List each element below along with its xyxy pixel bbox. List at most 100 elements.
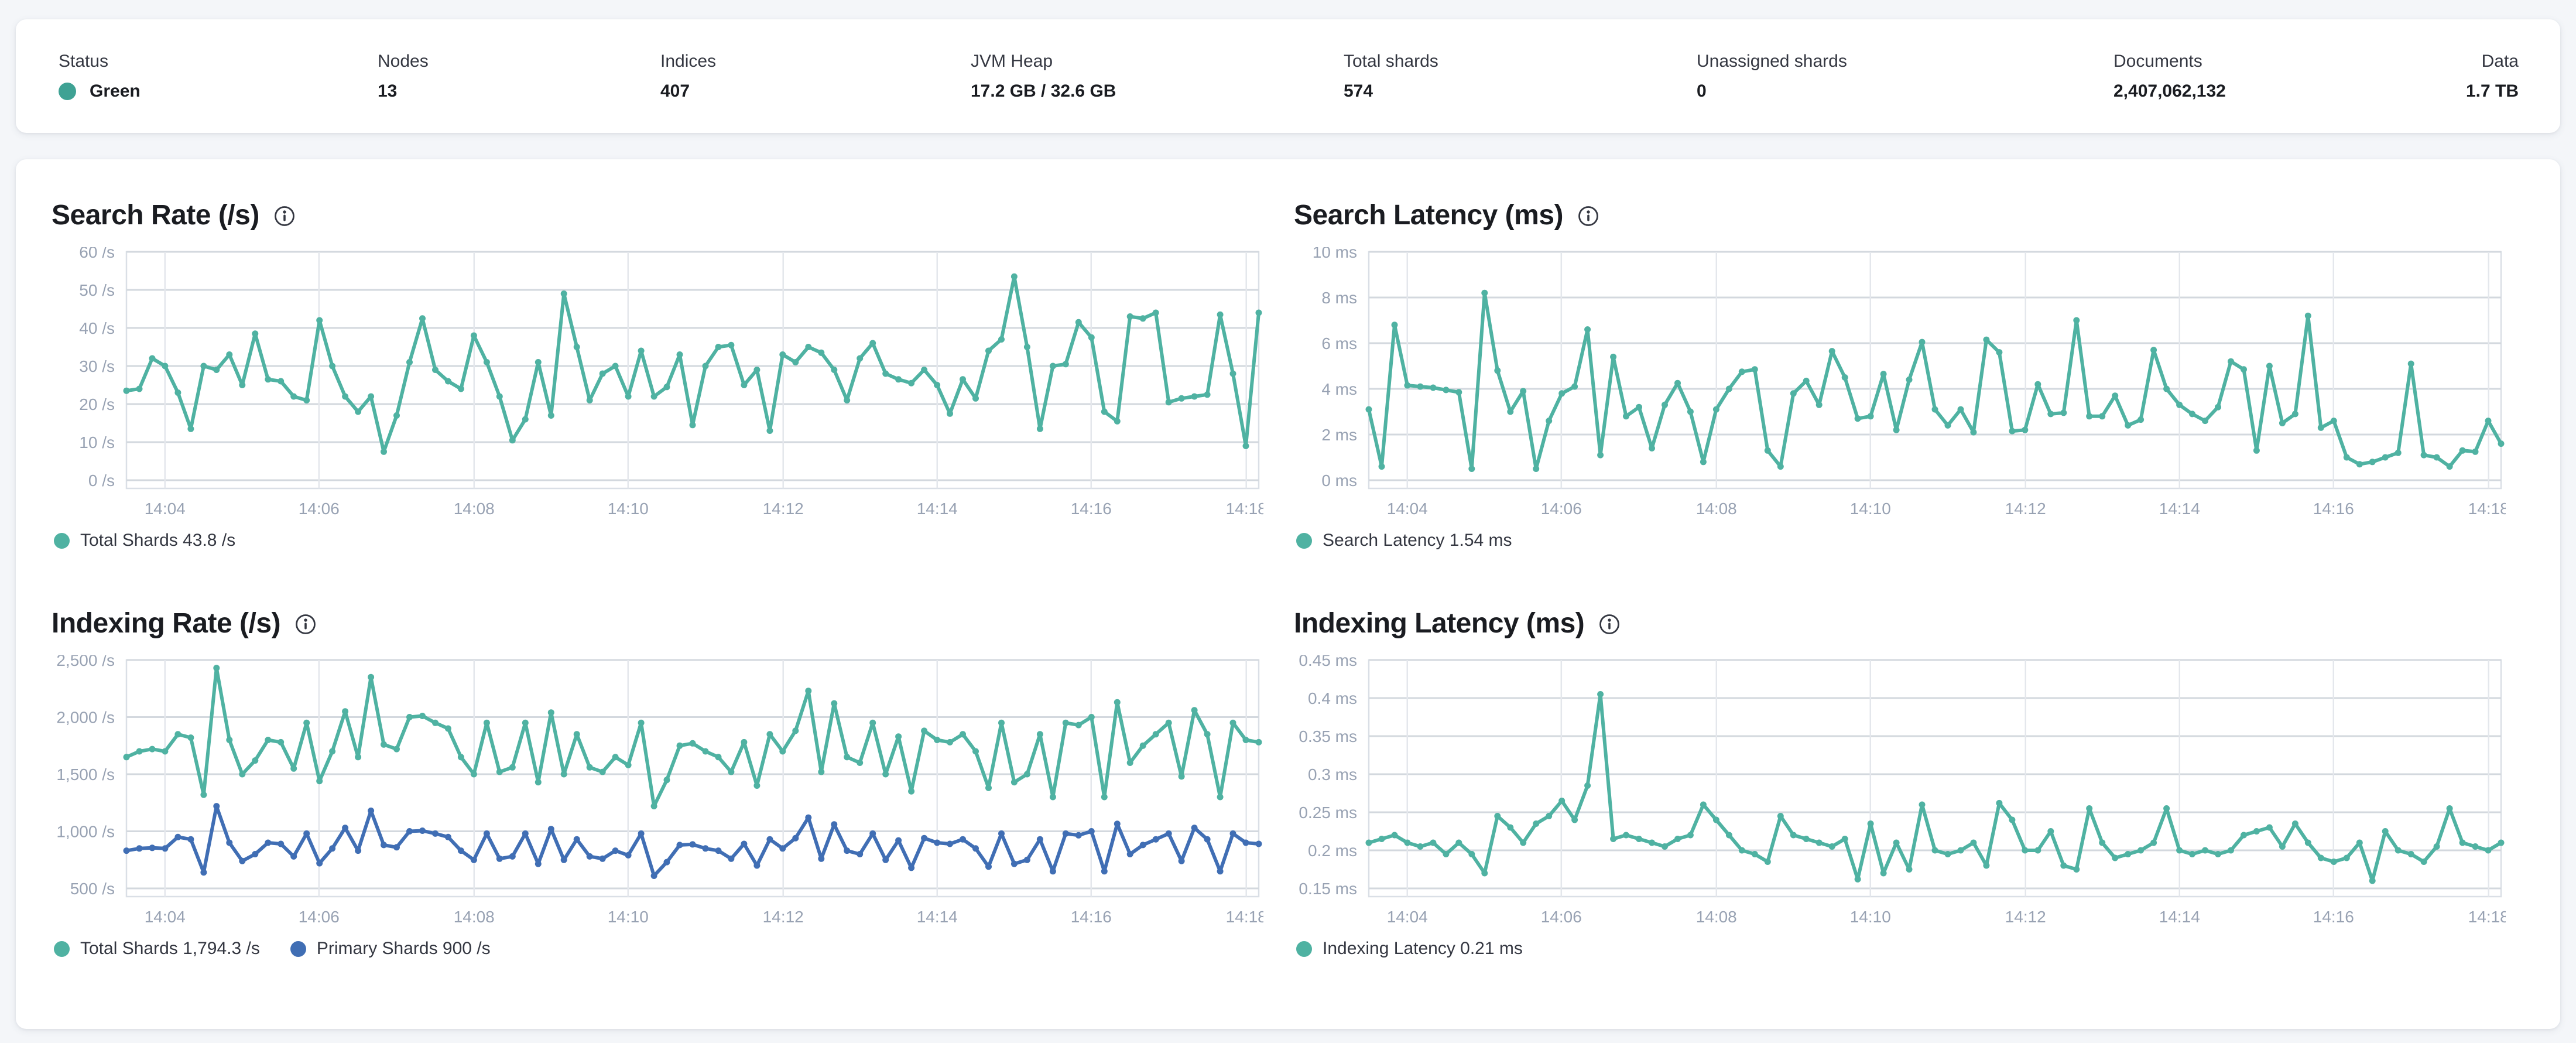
- stat-indices: Indices 407: [660, 52, 716, 101]
- chart-plot-search-rate[interactable]: 0 /s 10 /s 20 /s 30 /s 40 /s 50 /s 60 /s 14:04 1…: [52, 247, 1263, 522]
- health-status-text: Green: [90, 81, 141, 101]
- chart-indexing-latency: Indexing Latency (ms) 0.15 ms 0.2 ms 0.25 m…: [1294, 606, 2506, 959]
- charts-grid: Search Rate (/s) 0 /s 10 /s 20 /s 30 /s 40 /s…: [52, 198, 2541, 959]
- x-axis-tick-label: 14:12: [763, 500, 804, 518]
- y-axis-tick-label: 0.2 ms: [1308, 842, 1357, 860]
- stat-status: Status Green: [59, 52, 141, 101]
- stat-total-shards: Total shards 574: [1344, 52, 1438, 101]
- info-icon[interactable]: [1577, 205, 1599, 227]
- stat-documents: Documents 2,407,062,132: [2113, 52, 2226, 101]
- chart-search-rate: Search Rate (/s) 0 /s 10 /s 20 /s 30 /s 40 /s…: [52, 198, 1263, 550]
- series-line-primary-shards: [125, 804, 1260, 878]
- y-axis-tick-label: 2,500 /s: [56, 655, 115, 669]
- y-axis-tick-label: 0.35 ms: [1299, 727, 1357, 746]
- stat-value: 574: [1344, 81, 1373, 101]
- y-axis-tick-label: 2,000 /s: [56, 709, 115, 727]
- x-axis-tick-label: 14:16: [1071, 908, 1112, 926]
- x-axis-tick-label: 14:10: [1850, 908, 1891, 926]
- chart-plot-indexing-latency[interactable]: 0.15 ms 0.2 ms 0.25 ms 0.3 ms 0.35 ms 0.4 ms 0…: [1294, 655, 2506, 931]
- legend-label: Indexing Latency 0.21 ms: [1323, 939, 1523, 958]
- x-axis-tick-label: 14:04: [145, 908, 186, 926]
- y-axis-tick-label: 0.3 ms: [1308, 765, 1357, 784]
- x-axis-tick-label: 14:06: [1541, 500, 1582, 518]
- stat-value: Green: [59, 81, 141, 101]
- legend-dot-icon: [54, 941, 70, 957]
- chart-legend: Total Shards 1,794.3 /s Primary Shards 90…: [54, 939, 1263, 959]
- stat-label: Total shards: [1344, 52, 1438, 71]
- stat-value: 17.2 GB / 32.6 GB: [971, 81, 1116, 101]
- x-axis-tick-label: 14:14: [2159, 908, 2200, 926]
- legend-item[interactable]: Primary Shards 900 /s: [290, 939, 491, 959]
- legend-item[interactable]: Indexing Latency 0.21 ms: [1296, 939, 1523, 959]
- chart-legend: Indexing Latency 0.21 ms: [1296, 939, 2506, 959]
- health-status-dot-icon: [59, 83, 76, 100]
- y-axis-tick-label: 0.15 ms: [1299, 880, 1357, 898]
- cluster-stats-bar: Status Green Nodes 13 Indices 407 JVM Heap 17.2…: [16, 19, 2560, 133]
- x-axis-tick-label: 14:08: [1696, 908, 1737, 926]
- y-axis-tick-label: 1,000 /s: [56, 823, 115, 841]
- x-axis-tick-label: 14:10: [608, 500, 649, 518]
- x-axis-tick-label: 14:06: [299, 908, 340, 926]
- x-axis-tick-label: 14:18: [2468, 500, 2506, 518]
- legend-dot-icon: [1296, 532, 1312, 549]
- x-axis-tick-label: 14:08: [1696, 500, 1737, 518]
- x-axis-tick-label: 14:10: [1850, 500, 1891, 518]
- x-axis-tick-label: 14:06: [299, 500, 340, 518]
- x-axis-tick-label: 14:18: [2468, 908, 2506, 926]
- x-axis-tick-label: 14:16: [2313, 908, 2354, 926]
- chart-plot-indexing-rate[interactable]: 500 /s 1,000 /s 1,500 /s 2,000 /s 2,500 /s 14…: [52, 655, 1263, 931]
- y-axis-tick-label: 0 ms: [1321, 471, 1357, 490]
- y-axis-tick-label: 0.4 ms: [1308, 689, 1357, 707]
- stat-label: Documents: [2113, 52, 2202, 71]
- x-axis-tick-label: 14:12: [763, 908, 804, 926]
- x-axis-tick-label: 14:08: [454, 500, 495, 518]
- stat-value: 1.7 TB: [2465, 81, 2519, 101]
- chart-title: Search Latency (ms): [1294, 199, 1564, 231]
- y-axis-tick-label: 0.45 ms: [1299, 655, 1357, 669]
- chart-title-row: Search Latency (ms): [1294, 198, 2506, 232]
- y-axis-tick-label: 50 /s: [79, 281, 115, 299]
- x-axis-tick-label: 14:04: [1387, 908, 1428, 926]
- info-icon[interactable]: [273, 205, 296, 227]
- y-axis-tick-label: 20 /s: [79, 395, 115, 413]
- legend-dot-icon: [290, 941, 306, 957]
- legend-label: Total Shards 43.8 /s: [80, 531, 236, 550]
- stat-label: Status: [59, 52, 109, 71]
- y-axis-tick-label: 10 ms: [1313, 247, 1357, 261]
- x-axis-tick-label: 14:14: [917, 908, 958, 926]
- chart-title: Search Rate (/s): [52, 199, 259, 231]
- chart-plot-search-latency[interactable]: 0 ms 2 ms 4 ms 6 ms 8 ms 10 ms 14:04 14:06 14:08…: [1294, 247, 2506, 522]
- y-axis-tick-label: 500 /s: [70, 880, 115, 898]
- stat-unassigned-shards: Unassigned shards 0: [1697, 52, 1847, 101]
- stat-value: 13: [378, 81, 398, 101]
- legend-item[interactable]: Search Latency 1.54 ms: [1296, 531, 1512, 550]
- x-axis-tick-label: 14:18: [1226, 908, 1263, 926]
- legend-item[interactable]: Total Shards 43.8 /s: [54, 531, 235, 550]
- stat-jvm-heap: JVM Heap 17.2 GB / 32.6 GB: [971, 52, 1116, 101]
- x-axis-tick-label: 14:10: [608, 908, 649, 926]
- chart-title: Indexing Latency (ms): [1294, 607, 1585, 639]
- x-axis-tick-label: 14:16: [1071, 500, 1112, 518]
- x-axis-tick-label: 14:16: [2313, 500, 2354, 518]
- y-axis-tick-label: 6 ms: [1321, 334, 1357, 353]
- stat-value: 2,407,062,132: [2113, 81, 2226, 101]
- y-axis-tick-label: 0.25 ms: [1299, 803, 1357, 822]
- stat-label: JVM Heap: [971, 52, 1053, 71]
- legend-dot-icon: [1296, 941, 1312, 957]
- y-axis-tick-label: 30 /s: [79, 357, 115, 375]
- y-axis-tick-label: 0 /s: [88, 471, 115, 490]
- x-axis-tick-label: 14:06: [1541, 908, 1582, 926]
- stat-label: Data: [2481, 52, 2519, 71]
- info-icon[interactable]: [1598, 613, 1621, 635]
- x-axis-tick-label: 14:12: [2005, 500, 2046, 518]
- legend-label: Total Shards 1,794.3 /s: [80, 939, 260, 958]
- x-axis-tick-label: 14:08: [454, 908, 495, 926]
- chart-legend: Search Latency 1.54 ms: [1296, 531, 2506, 550]
- chart-title-row: Indexing Latency (ms): [1294, 606, 2506, 640]
- metrics-panel: Search Rate (/s) 0 /s 10 /s 20 /s 30 /s 40 /s…: [16, 159, 2560, 1029]
- info-icon[interactable]: [294, 613, 317, 635]
- legend-item[interactable]: Total Shards 1,794.3 /s: [54, 939, 260, 959]
- stat-label: Unassigned shards: [1697, 52, 1847, 71]
- legend-label: Primary Shards 900 /s: [316, 939, 491, 958]
- series-line-search-latency: [1367, 291, 2503, 471]
